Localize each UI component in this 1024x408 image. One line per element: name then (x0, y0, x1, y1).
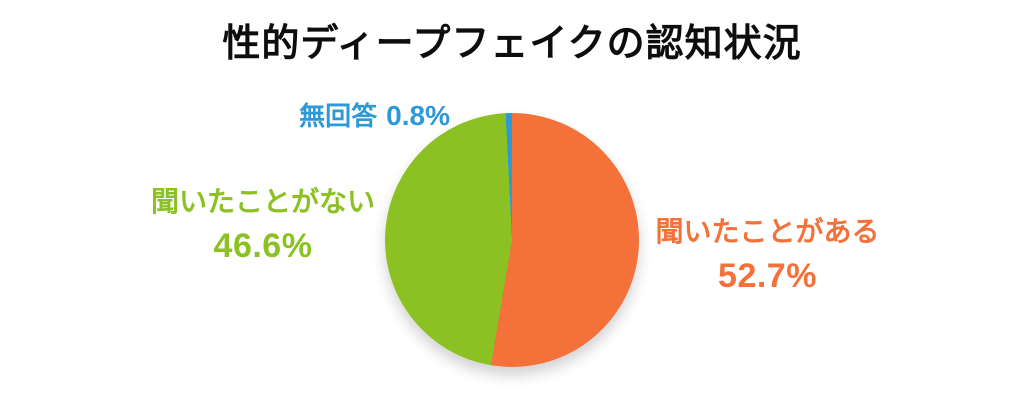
callout-not-heard: 聞いたことがない 46.6% (118, 186, 408, 266)
slice-label-not-heard: 聞いたことがない (150, 186, 375, 217)
pie-chart (385, 113, 639, 367)
slice-percent-not-heard: 46.6% (213, 227, 313, 266)
chart-title: 性的ディープフェイクの認知状況 (222, 23, 802, 65)
slice-label-heard: 聞いたことがある (655, 216, 880, 247)
callout-no-answer: 無回答 0.8% (240, 100, 450, 132)
slice-percent-no-answer: 0.8% (386, 100, 450, 131)
slice-percent-heard: 52.7% (718, 257, 817, 296)
slice-label-no-answer: 無回答 (299, 101, 378, 131)
callout-heard: 聞いたことがある 52.7% (620, 216, 915, 296)
